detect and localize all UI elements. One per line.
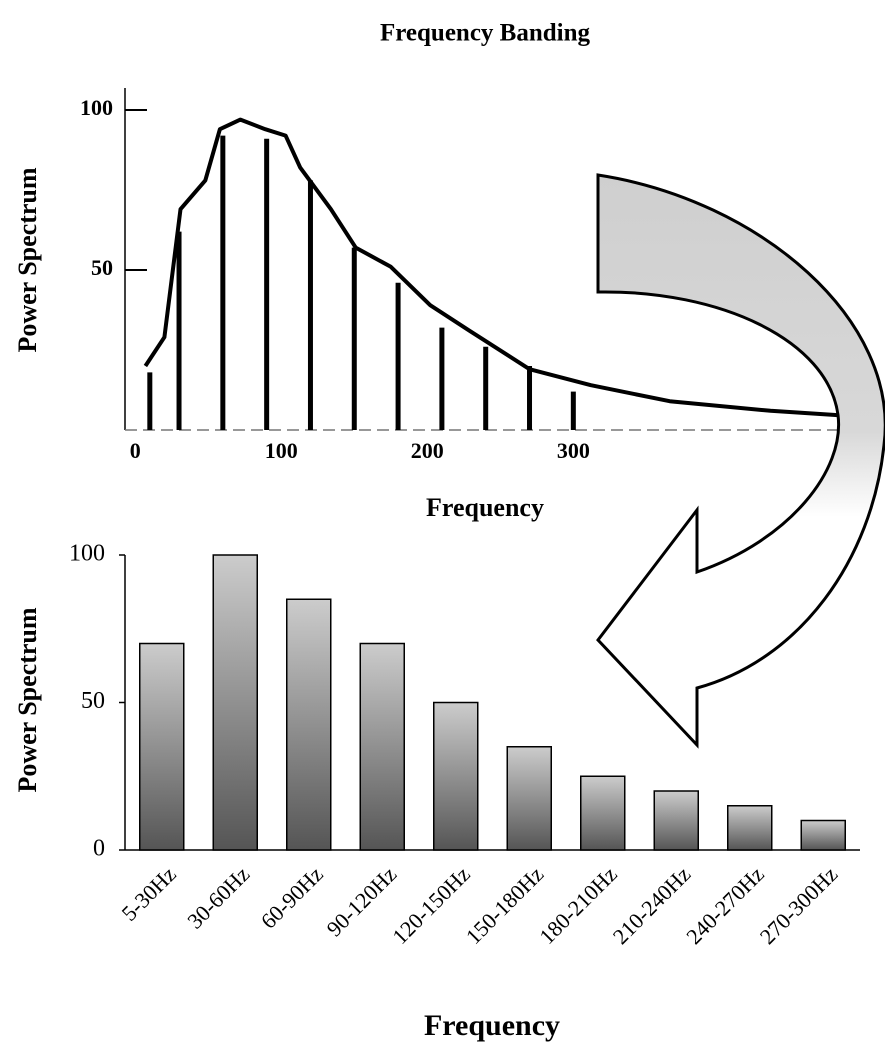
x-tick-label: 150-180Hz (461, 861, 549, 949)
bar (506, 746, 552, 851)
curved-arrow (596, 173, 885, 749)
y-axis-label: Power Spectrum (13, 167, 42, 352)
y-tick-label: 0 (93, 836, 105, 862)
x-tick-label: 300 (557, 438, 590, 463)
x-tick-label: 30-60Hz (182, 861, 254, 933)
bar (286, 598, 332, 851)
x-tick-label: 200 (411, 438, 444, 463)
bar (580, 775, 626, 851)
x-tick-label: 180-210Hz (534, 861, 622, 949)
bar (727, 805, 773, 851)
spectrum-line (143, 117, 870, 420)
x-tick-label: 270-300Hz (755, 861, 843, 949)
x-tick-label: 120-150Hz (387, 861, 475, 949)
x-tick-label: 60-90Hz (256, 861, 328, 933)
y-tick-label: 50 (81, 688, 105, 714)
bar (212, 554, 258, 851)
y-axis-label: Power Spectrum (13, 607, 42, 792)
x-tick-label: 210-240Hz (608, 861, 696, 949)
x-tick-label: 100 (265, 438, 298, 463)
x-tick-label: 240-270Hz (681, 861, 769, 949)
y-tick-label: 100 (80, 95, 113, 120)
x-axis-label: Frequency (424, 1009, 560, 1042)
x-axis-label: Frequency (426, 493, 544, 522)
bar (359, 642, 405, 851)
bar (139, 642, 185, 851)
x-tick-label: 0 (130, 438, 141, 463)
bar (433, 701, 479, 851)
bar (800, 819, 846, 851)
figure-title: Frequency Banding (380, 20, 590, 47)
y-tick-label: 100 (69, 541, 105, 567)
bar (653, 790, 699, 851)
x-tick-label: 5-30Hz (117, 861, 181, 925)
y-tick-label: 50 (91, 255, 113, 280)
